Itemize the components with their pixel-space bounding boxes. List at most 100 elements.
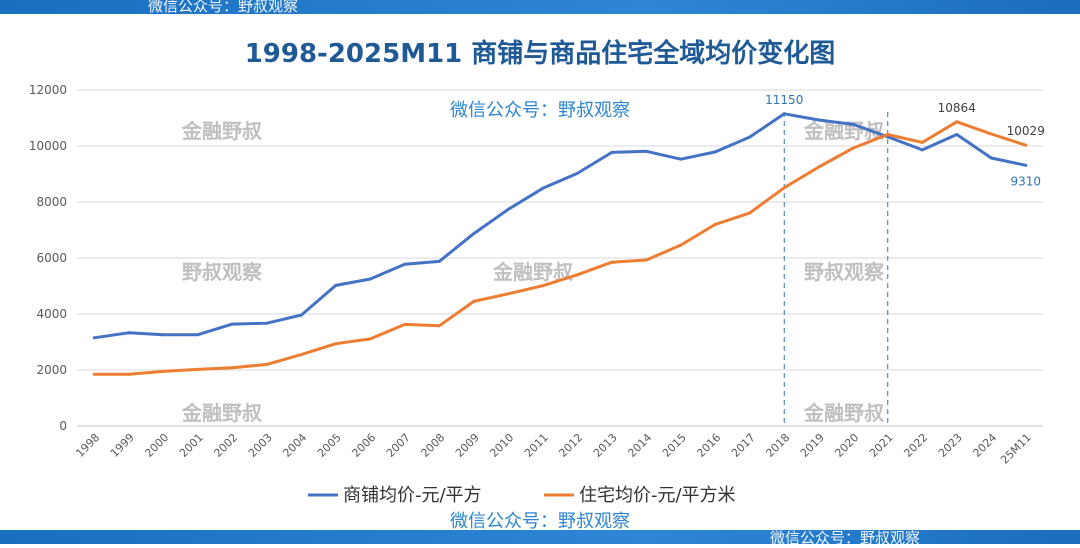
data-point — [748, 211, 752, 215]
gray-watermark: 野叔观察 — [804, 260, 885, 284]
data-point — [196, 367, 200, 371]
data-point — [644, 258, 648, 262]
x-tick-label: 2000 — [142, 431, 171, 460]
y-tick-label: 12000 — [29, 83, 67, 97]
x-tick-label: 1998 — [73, 431, 102, 460]
x-tick-label: 2023 — [936, 431, 965, 460]
data-point — [196, 333, 200, 337]
data-point — [610, 150, 614, 154]
top-banner-text: 微信公众号：野叔观察 — [148, 0, 299, 15]
data-point — [230, 322, 234, 326]
x-tick-label: 2006 — [349, 431, 378, 460]
data-point — [817, 118, 821, 122]
data-point — [575, 171, 579, 175]
series-lines — [92, 112, 1028, 376]
x-tick-label: 2017 — [729, 431, 758, 460]
x-axis-ticks: 1998 1999 2000 2001 2002 2003 2004 2005 2006 2007… — [73, 431, 1033, 467]
x-tick-label: 2021 — [867, 431, 896, 460]
data-point — [575, 273, 579, 277]
x-tick-label: 1999 — [108, 431, 137, 460]
data-point — [782, 186, 786, 190]
gray-watermark: 金融野叔 — [181, 119, 263, 143]
data-point — [541, 284, 545, 288]
x-tick-label: 2024 — [970, 431, 999, 460]
data-point — [1024, 143, 1028, 147]
data-point — [748, 135, 752, 139]
y-tick-label: 4000 — [36, 307, 67, 321]
watermarks: 微信公众号：野叔观察 金融野叔 金融野叔 野叔观察 金融野叔 野叔观察 金融野叔… — [181, 100, 885, 425]
bottom-banner: 微信公众号：野叔观察 — [0, 529, 1080, 547]
data-label: 11150 — [765, 93, 803, 107]
vertical-markers — [783, 112, 889, 426]
legend: 商铺均价-元/平方 住宅均价-元/平方米 — [308, 485, 736, 506]
x-tick-label: 2008 — [418, 431, 447, 460]
data-point — [92, 336, 96, 340]
data-point — [920, 148, 924, 152]
data-label: 10029 — [1007, 124, 1045, 138]
data-label: 10864 — [938, 101, 976, 115]
y-tick-label: 10000 — [29, 139, 67, 153]
y-tick-label: 2000 — [36, 363, 67, 377]
legend-label-commercial: 商铺均价-元/平方 — [343, 485, 482, 506]
x-tick-label: 2012 — [556, 431, 585, 460]
data-point — [368, 277, 372, 281]
data-point — [127, 331, 131, 335]
data-point — [1024, 163, 1028, 167]
data-point — [299, 313, 303, 317]
x-tick-label: 2014 — [625, 431, 654, 460]
data-point — [851, 146, 855, 150]
gray-watermark: 金融野叔 — [181, 401, 263, 425]
data-label: 9310 — [1010, 174, 1041, 188]
x-tick-label: 2009 — [453, 431, 482, 460]
data-point — [644, 149, 648, 153]
data-point — [886, 133, 890, 137]
data-point — [472, 299, 476, 303]
data-point — [161, 369, 165, 373]
data-point — [817, 165, 821, 169]
x-tick-label: 2011 — [522, 431, 551, 460]
data-point — [989, 132, 993, 136]
x-tick-label: 2016 — [694, 431, 723, 460]
data-point — [679, 157, 683, 161]
data-point — [334, 283, 338, 287]
data-labels: 11150 10864 10029 9310 — [765, 93, 1045, 189]
data-point — [955, 120, 959, 124]
data-point — [541, 186, 545, 190]
y-axis-ticks: 0 2000 4000 6000 8000 10000 12000 — [29, 83, 67, 433]
x-tick-label: 2018 — [763, 431, 792, 460]
data-point — [403, 322, 407, 326]
data-point — [782, 112, 786, 116]
series-line-1 — [94, 120, 1027, 376]
x-tick-label: 2010 — [487, 431, 516, 460]
legend-label-residential: 住宅均价-元/平方米 — [579, 485, 736, 506]
x-tick-label: 2007 — [384, 431, 413, 460]
data-point — [989, 156, 993, 160]
data-point — [437, 259, 441, 263]
chart-title: 1998-2025M11 商铺与商品住宅全域均价变化图 — [245, 38, 836, 69]
chart-gridlines — [77, 89, 1043, 427]
y-tick-label: 0 — [59, 419, 67, 433]
series-line-0 — [94, 112, 1027, 340]
x-tick-label: 2013 — [591, 431, 620, 460]
wechat-watermark-bottom: 微信公众号：野叔观察 — [450, 511, 630, 532]
data-point — [299, 353, 303, 357]
data-point — [851, 122, 855, 126]
data-point — [161, 333, 165, 337]
bottom-banner-text: 微信公众号：野叔观察 — [770, 529, 921, 547]
top-banner: 微信公众号：野叔观察 — [0, 0, 1080, 15]
data-point — [265, 321, 269, 325]
data-point — [92, 372, 96, 376]
x-tick-label: 2022 — [901, 431, 930, 460]
data-point — [713, 150, 717, 154]
data-point — [955, 133, 959, 137]
data-point — [713, 222, 717, 226]
wechat-watermark: 微信公众号：野叔观察 — [450, 100, 630, 121]
data-point — [127, 372, 131, 376]
data-point — [334, 342, 338, 346]
x-tick-label: 2003 — [246, 431, 275, 460]
x-tick-label: 25M11 — [998, 431, 1034, 467]
data-point — [679, 243, 683, 247]
y-tick-label: 8000 — [36, 195, 67, 209]
x-tick-label: 2004 — [280, 431, 309, 460]
